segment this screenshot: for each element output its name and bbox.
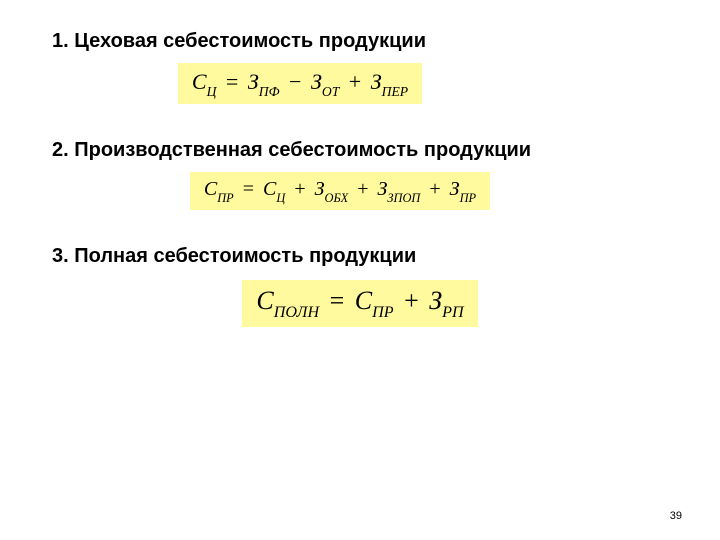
equals: = — [226, 69, 238, 94]
equals: = — [330, 286, 345, 315]
plus: + — [429, 178, 440, 200]
formula-2-wrap: СПР = СЦ + ЗОБХ + ЗЗПОП + ЗПР — [0, 172, 720, 210]
page-number: 39 — [670, 510, 682, 522]
formula-3-wrap: СПОЛН = СПР + ЗРП — [0, 280, 720, 326]
equals: = — [243, 178, 254, 200]
term: ЗПР — [450, 178, 476, 200]
term: ЗРП — [429, 286, 463, 315]
section-3-heading: 3. Полная себестоимость продукции — [0, 245, 720, 268]
plus: + — [349, 69, 361, 94]
formula-2: СПР = СЦ + ЗОБХ + ЗЗПОП + ЗПР — [190, 172, 490, 210]
term: СПР — [355, 286, 394, 315]
formula-1-wrap: СЦ = ЗПФ − ЗОТ + ЗПЕР — [0, 63, 720, 104]
plus: + — [294, 178, 305, 200]
term: ЗЗПОП — [377, 178, 420, 200]
plus: + — [357, 178, 368, 200]
formula-3: СПОЛН = СПР + ЗРП — [242, 280, 477, 326]
minus: − — [289, 69, 301, 94]
term: ЗПЕР — [371, 69, 408, 94]
section-2-heading: 2. Производственная себестоимость продук… — [0, 139, 720, 162]
term: СПР — [204, 178, 234, 200]
term: ЗОТ — [311, 69, 339, 94]
term: ЗОБХ — [315, 178, 349, 200]
plus: + — [404, 286, 419, 315]
section-1-heading: 1. Цеховая себестоимость продукции — [0, 30, 720, 53]
term: СЦ — [263, 178, 285, 200]
term: СПОЛН — [256, 286, 319, 315]
term: ЗПФ — [248, 69, 280, 94]
term: СЦ — [192, 69, 217, 94]
formula-1: СЦ = ЗПФ − ЗОТ + ЗПЕР — [178, 63, 422, 104]
